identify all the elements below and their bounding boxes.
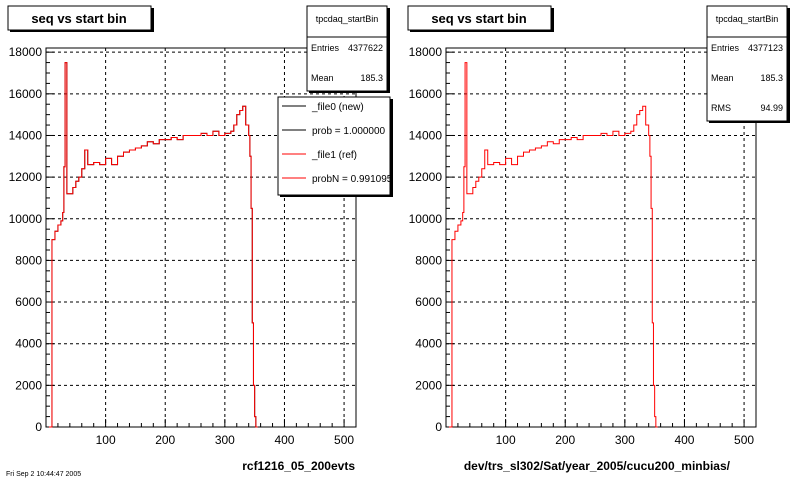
y-tick-label: 16000 — [409, 87, 443, 101]
stats-value: 4377123 — [748, 43, 783, 53]
y-tick-label: 10000 — [409, 212, 443, 226]
y-tick-label: 6000 — [415, 295, 442, 309]
y-tick-label: 14000 — [409, 128, 443, 142]
stats-box-frame — [706, 5, 788, 122]
stats-box-frame — [306, 5, 388, 92]
stats-value: 4377622 — [348, 43, 383, 53]
stats-box-shadow — [709, 121, 790, 123]
y-tick-label: 12000 — [9, 170, 43, 184]
plot-frame — [445, 47, 757, 428]
y-tick-label: 10000 — [9, 212, 43, 226]
chart-title: seq vs start bin — [31, 11, 126, 26]
stats-label: RMS — [711, 103, 731, 113]
footer-timestamp: Fri Sep 2 10:44:47 2005 — [6, 471, 81, 478]
y-tick-label: 8000 — [415, 253, 442, 267]
stats-label: Entries — [711, 43, 740, 53]
y-tick-label: 16000 — [9, 87, 43, 101]
y-tick-label: 2000 — [15, 378, 42, 392]
chart-title: seq vs start bin — [431, 11, 526, 26]
x-tick-label: 200 — [555, 433, 575, 447]
stats-box-shadow — [309, 91, 390, 93]
x-tick-label: 400 — [674, 433, 694, 447]
legend-label: _file0 (new) — [311, 102, 364, 113]
legend-shadow — [280, 195, 393, 197]
x-axis-label: dev/trs_sl302/Sat/year_2005/cucu200_minb… — [464, 459, 731, 473]
legend-label: prob = 1.000000 — [312, 126, 386, 137]
legend-label: probN = 0.991095 — [312, 174, 393, 185]
x-tick-label: 100 — [496, 433, 516, 447]
stats-name: tpcdaq_startBin — [716, 14, 779, 24]
stats-label: Mean — [711, 73, 734, 83]
y-tick-label: 12000 — [409, 170, 443, 184]
title-box: seq vs start bin — [7, 5, 154, 32]
legend-entries: _file0 (new) prob = 1.000000 _file1 (ref) p… — [282, 102, 393, 185]
stats-label: Mean — [311, 73, 334, 83]
left-chart-panel: seq vs start bin 100 200 300 400 500 0 2000 400… — [0, 0, 395, 480]
series-line — [48, 62, 258, 428]
y-tick-label: 2000 — [415, 378, 442, 392]
x-tick-label: 300 — [615, 433, 635, 447]
x-axis-label: rcf1216_05_200evts — [242, 459, 355, 473]
stats-box-shadow — [787, 8, 790, 123]
y-tick-label: 4000 — [15, 337, 42, 351]
stats-value: 185.3 — [760, 73, 783, 83]
x-tick-label: 400 — [274, 433, 294, 447]
x-tick-label: 500 — [334, 433, 354, 447]
x-tick-label: 100 — [96, 433, 116, 447]
x-tick-label: 300 — [215, 433, 235, 447]
series-line — [448, 62, 658, 428]
stats-value: 94.99 — [760, 103, 783, 113]
y-tick-label: 18000 — [9, 45, 43, 59]
right-chart-panel: seq vs start bin 100 200 300 400 500 0 2000 400… — [400, 0, 800, 480]
y-tick-label: 6000 — [15, 295, 42, 309]
y-tick-label: 14000 — [9, 128, 43, 142]
x-tick-label: 500 — [734, 433, 754, 447]
legend-frame — [277, 96, 391, 196]
stats-box: tpcdaq_startBin Entries 4377123 Mean 185.3 RM… — [706, 5, 790, 123]
y-tick-label: 0 — [435, 420, 442, 434]
stats-value: 185.3 — [360, 73, 383, 83]
y-tick-label: 18000 — [409, 45, 443, 59]
legend-label: _file1 (ref) — [311, 150, 357, 161]
legend: _file0 (new) prob = 1.000000 _file1 (ref) p… — [277, 96, 393, 197]
stats-name: tpcdaq_startBin — [316, 14, 379, 24]
stats-box-shadow — [387, 8, 390, 93]
y-tick-label: 0 — [35, 420, 42, 434]
legend-shadow — [390, 99, 393, 197]
x-tick-label: 200 — [155, 433, 175, 447]
stats-label: Entries — [311, 43, 340, 53]
y-tick-label: 8000 — [15, 253, 42, 267]
stats-box: tpcdaq_startBin Entries 4377622 Mean 185.3 — [306, 5, 390, 93]
title-box: seq vs start bin — [407, 5, 554, 32]
plot-area: 100 200 300 400 500 0 2000 4000 6000 8000 10000 120… — [409, 45, 757, 447]
y-tick-label: 4000 — [415, 337, 442, 351]
